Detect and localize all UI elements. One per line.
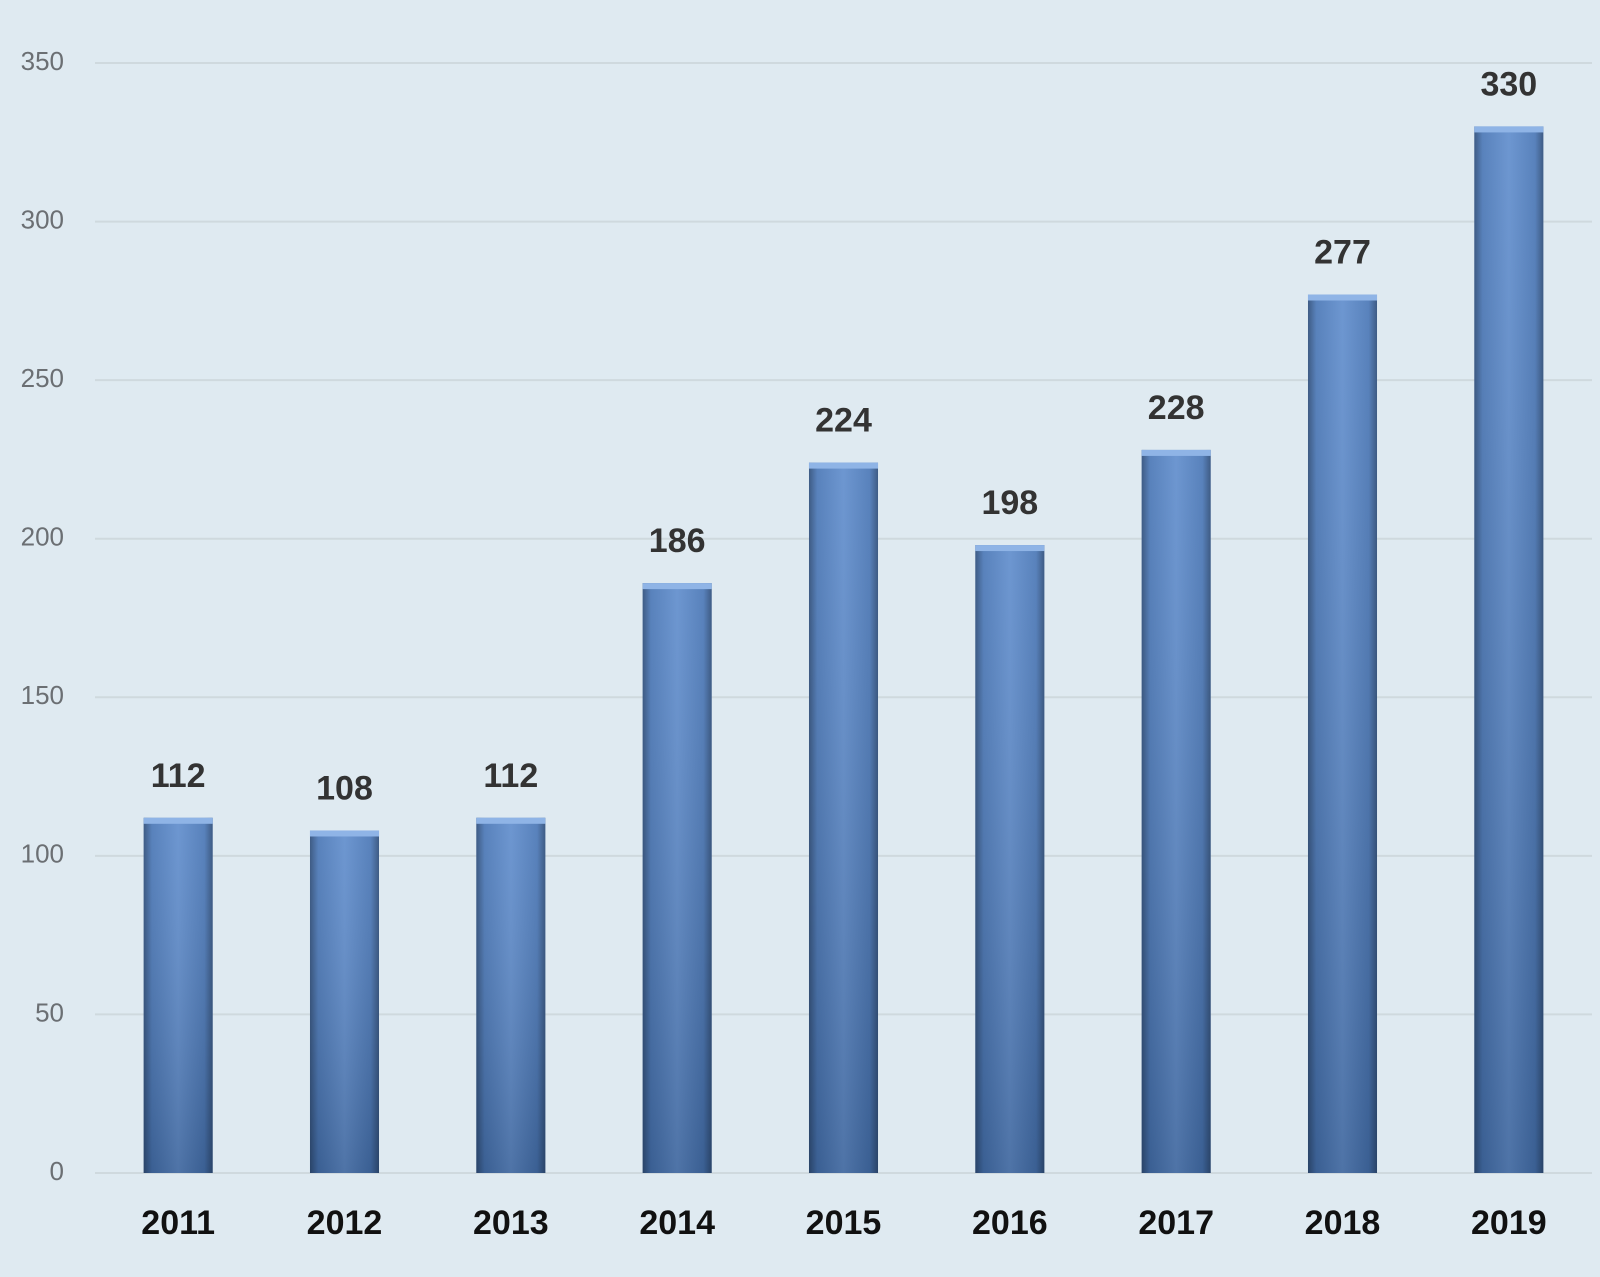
y-tick-label: 0 — [50, 1156, 64, 1186]
bar-top — [808, 462, 879, 469]
bar — [309, 830, 380, 1173]
bar-top — [975, 545, 1045, 552]
value-label: 330 — [1480, 65, 1537, 103]
y-tick-label: 250 — [21, 363, 64, 393]
bar — [642, 583, 712, 1173]
y-tick-label: 300 — [21, 204, 64, 234]
value-label: 277 — [1314, 233, 1371, 271]
y-tick-label: 50 — [35, 997, 64, 1027]
x-tick-label: 2016 — [972, 1204, 1048, 1242]
value-label: 112 — [151, 757, 206, 795]
value-label: 198 — [981, 484, 1038, 522]
y-tick-label: 100 — [21, 839, 64, 869]
bar-top — [1307, 294, 1378, 301]
x-tick-label: 2015 — [806, 1204, 882, 1242]
bar-top — [476, 817, 546, 824]
x-tick-label: 2012 — [307, 1204, 383, 1242]
value-label: 186 — [649, 522, 706, 560]
bar — [975, 545, 1045, 1173]
bar-top — [309, 830, 380, 837]
x-tick-label: 2019 — [1471, 1204, 1547, 1242]
bar-top — [143, 817, 213, 824]
x-tick-label: 2011 — [141, 1204, 215, 1242]
bar — [1474, 126, 1544, 1173]
bar — [1307, 294, 1378, 1173]
x-tick-label: 2017 — [1138, 1204, 1214, 1242]
bar-top — [642, 583, 712, 590]
value-label: 108 — [316, 769, 373, 807]
bar — [476, 817, 546, 1173]
value-label: 112 — [483, 757, 538, 795]
x-tick-label: 2014 — [639, 1204, 715, 1242]
y-tick-label: 200 — [21, 522, 64, 552]
x-tick-label: 2013 — [473, 1204, 549, 1242]
bar — [1141, 449, 1211, 1173]
bar-top — [1141, 449, 1211, 456]
x-tick-label: 2018 — [1305, 1204, 1381, 1242]
bar — [143, 817, 213, 1173]
bar-top — [1474, 126, 1544, 133]
value-label: 228 — [1148, 389, 1205, 427]
y-tick-label: 150 — [21, 680, 64, 710]
bar — [808, 462, 879, 1174]
y-tick-label: 350 — [21, 46, 64, 76]
value-label: 224 — [815, 402, 872, 440]
